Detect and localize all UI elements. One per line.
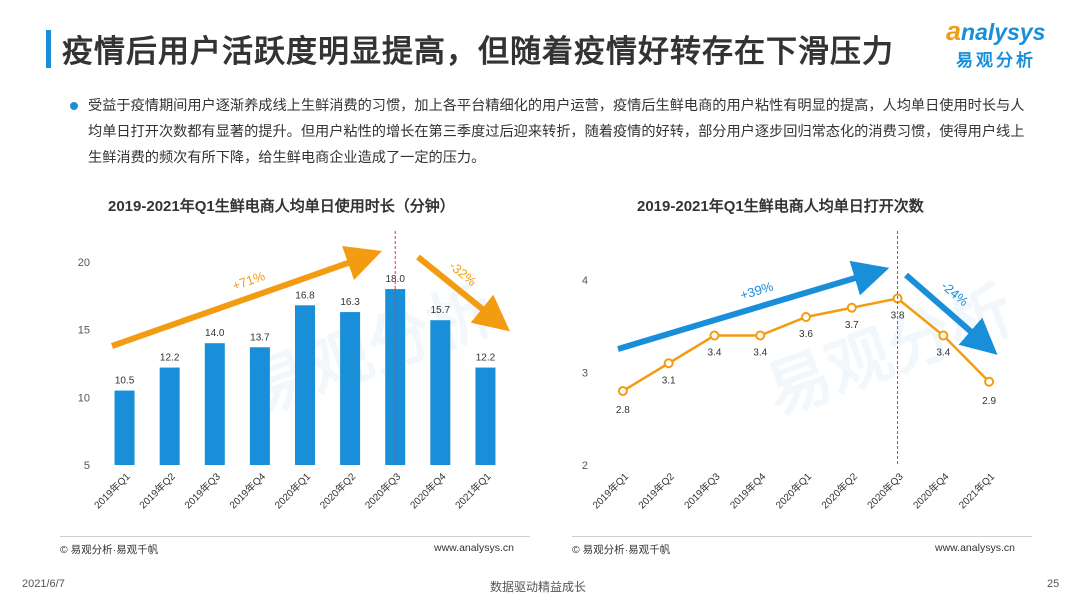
x-tick-label: 2020年Q4	[407, 470, 449, 512]
growth-annotation: +39%	[738, 278, 775, 302]
bar-value-label: 12.2	[160, 353, 180, 364]
bar-value-label: 14.0	[205, 328, 225, 339]
point-value-label: 3.1	[662, 375, 676, 386]
page-number: 25	[1047, 578, 1060, 590]
footer-date: 2021/6/7	[22, 578, 65, 590]
bar-value-label: 18.0	[385, 274, 405, 285]
divider-right	[572, 536, 1032, 537]
decline-arrow	[904, 272, 998, 355]
x-tick-label: 2020年Q3	[864, 470, 906, 512]
x-tick-label: 2020年Q2	[317, 470, 359, 512]
point-value-label: 2.8	[616, 405, 630, 416]
decline-arrow	[416, 254, 511, 332]
y-tick-label: 10	[78, 392, 90, 404]
x-tick-label: 2019年Q1	[590, 470, 632, 512]
usage-duration-bar-chart: 5 10 15 20 10.5 2019年Q1 12.2 2019年Q2 14.0 2019年Q3…	[78, 231, 511, 512]
growth-annotation: +71%	[230, 268, 267, 293]
x-tick-label: 2019年Q4	[227, 470, 269, 512]
bar-value-label: 15.7	[431, 305, 451, 316]
y-tick-label: 2	[582, 460, 588, 472]
bar	[114, 390, 135, 465]
x-tick-label: 2019年Q2	[635, 470, 677, 512]
bar-value-label: 12.2	[476, 353, 496, 364]
x-tick-label: 2019年Q1	[91, 470, 133, 512]
divider-left	[60, 536, 530, 537]
line-chart-title: 2019-2021年Q1生鲜电商人均单日打开次数	[637, 198, 924, 215]
x-tick-label: 2019年Q3	[681, 470, 723, 512]
point-value-label: 3.7	[845, 320, 859, 331]
x-tick-label: 2021年Q1	[452, 470, 494, 512]
bar-value-label: 16.3	[340, 297, 360, 308]
y-tick-label: 4	[582, 275, 588, 287]
page-title: 疫情后用户活跃度明显提高，但随着疫情好转存在下滑压力	[62, 34, 894, 69]
data-point	[617, 386, 628, 396]
bar	[430, 320, 451, 465]
y-tick-label: 20	[78, 257, 90, 269]
open-count-line-chart: 2 3 4 2.8 2019年Q1 3.1 2019年Q2 3.4 2019年Q3 3.4 2019…	[582, 231, 998, 512]
point-value-label: 3.6	[799, 329, 813, 340]
point-value-label: 3.4	[936, 348, 950, 359]
growth-arrow	[617, 260, 890, 352]
x-tick-label: 2019年Q2	[136, 470, 178, 512]
website-link-right[interactable]: www.analysys.cn	[935, 542, 1015, 554]
x-tick-label: 2020年Q4	[910, 470, 952, 512]
analysys-logo: analysys 易观分析	[946, 16, 1066, 76]
x-tick-label: 2020年Q1	[272, 470, 314, 512]
data-point	[709, 330, 720, 341]
y-tick-label: 3	[582, 368, 588, 380]
data-point	[801, 312, 811, 322]
source-label-left: © 易观分析·易观千帆	[60, 544, 159, 556]
data-point	[846, 302, 857, 313]
bar	[249, 347, 270, 465]
source-label-right: © 易观分析·易观千帆	[572, 544, 671, 556]
bar	[204, 343, 225, 465]
bar	[340, 312, 361, 465]
x-tick-label: 2020年Q3	[362, 470, 404, 512]
bar-value-label: 13.7	[250, 332, 270, 343]
point-value-label: 2.9	[982, 396, 996, 407]
point-value-label: 3.4	[707, 348, 721, 359]
x-tick-label: 2021年Q1	[956, 470, 998, 512]
x-tick-label: 2020年Q2	[818, 470, 860, 512]
data-point	[984, 376, 995, 387]
data-point	[663, 358, 674, 369]
bar	[159, 367, 180, 465]
footer-slogan: 数据驱动精益成长	[490, 580, 587, 594]
x-tick-label: 2020年Q1	[773, 470, 815, 512]
title-accent-bar	[46, 30, 51, 68]
bar	[475, 367, 496, 465]
data-point	[755, 330, 766, 341]
bullet-icon	[70, 102, 78, 110]
data-point	[938, 330, 949, 341]
logo-chinese-text: 易观分析	[956, 51, 1036, 70]
y-tick-label: 15	[78, 325, 90, 337]
summary-paragraph: 受益于疫情期间用户逐渐养成线上生鲜消费的习惯，加上各平台精细化的用户运营，疫情后…	[88, 98, 1025, 166]
website-link-left[interactable]: www.analysys.cn	[434, 542, 514, 554]
logo-wordmark: analysys	[946, 16, 1046, 46]
x-tick-label: 2019年Q3	[181, 470, 223, 512]
x-tick-label: 2019年Q4	[727, 470, 769, 512]
bar	[295, 305, 315, 465]
y-tick-label: 5	[84, 460, 90, 472]
bar-value-label: 16.8	[295, 290, 315, 301]
bar-chart-title: 2019-2021年Q1生鲜电商人均单日使用时长（分钟）	[108, 198, 455, 215]
point-value-label: 3.4	[753, 348, 767, 359]
bar-value-label: 10.5	[115, 376, 135, 387]
growth-arrow	[111, 245, 382, 349]
